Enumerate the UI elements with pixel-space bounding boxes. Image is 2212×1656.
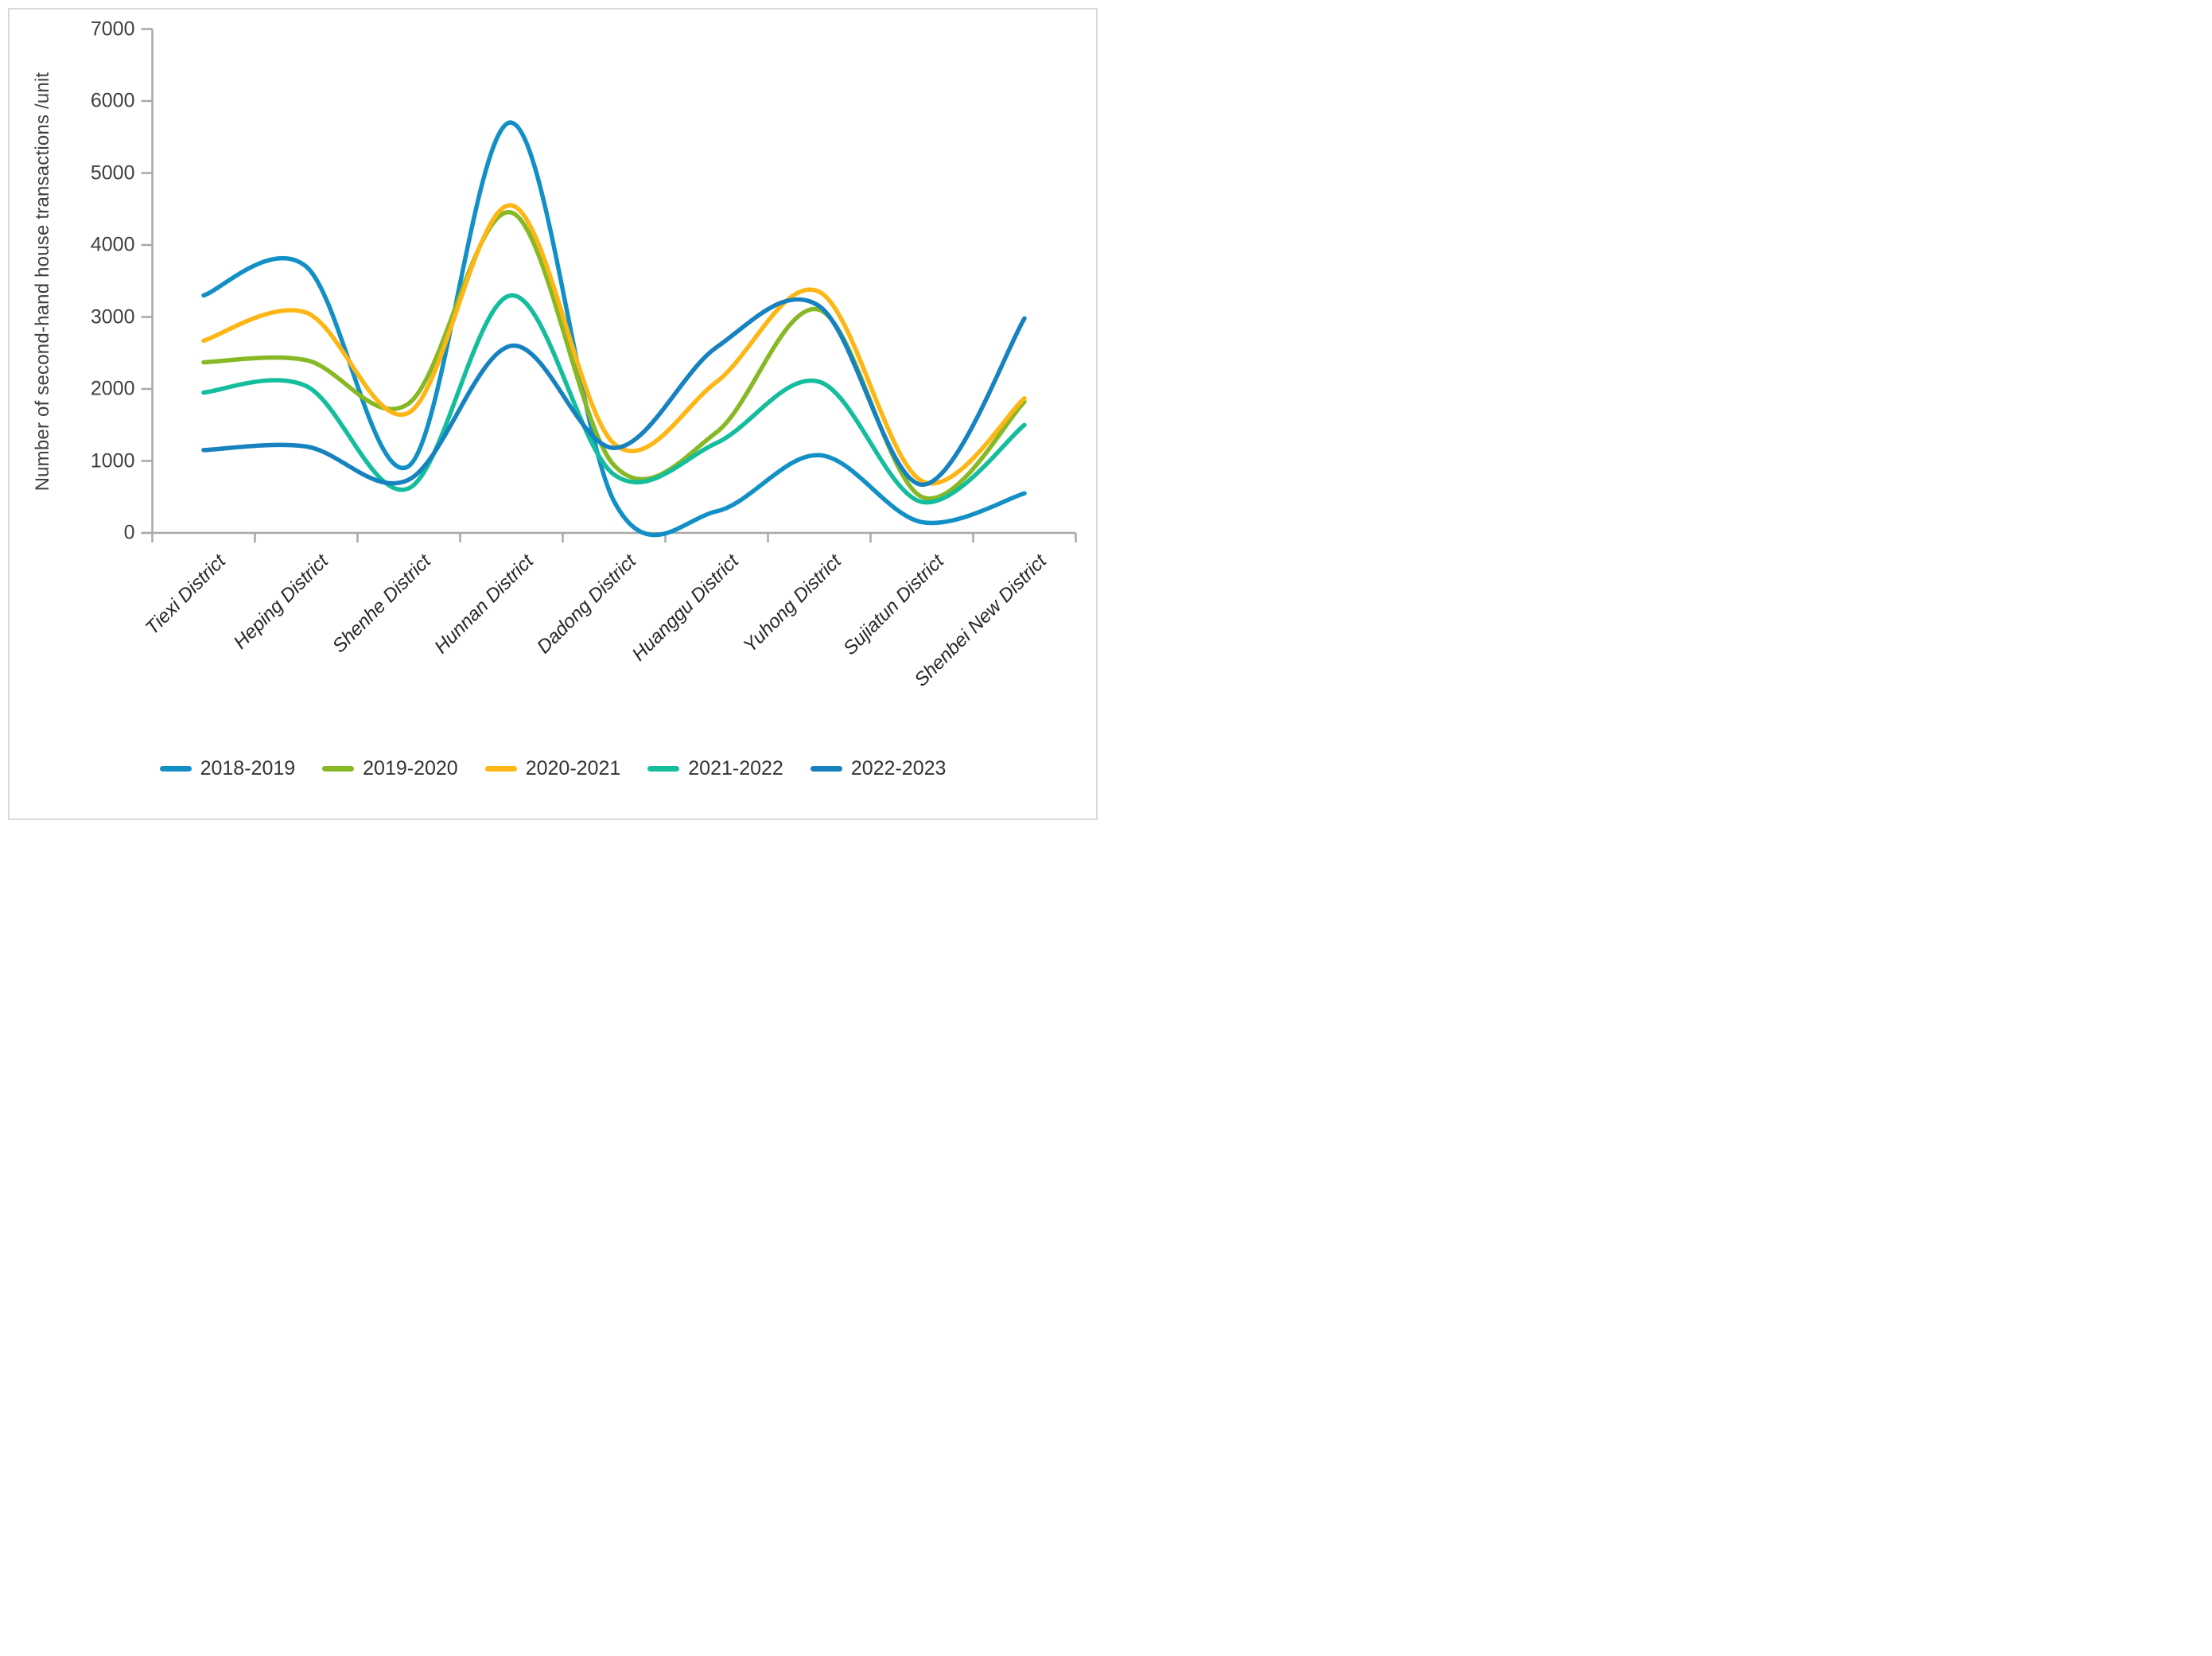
y-tick-label: 0 — [123, 521, 135, 544]
y-tick-label: 1000 — [90, 449, 135, 472]
series-line-2021-2022 — [201, 293, 1027, 505]
y-tick-label: 6000 — [90, 89, 135, 112]
legend-swatch — [647, 766, 680, 772]
legend-label: 2019-2020 — [363, 757, 458, 779]
legend-label: 2020-2021 — [525, 757, 621, 779]
legend-swatch — [484, 766, 517, 772]
series-line-2022-2023 — [201, 297, 1027, 488]
y-tick-label: 5000 — [90, 161, 135, 184]
line-chart: Number of second-hand house transactions… — [0, 0, 1106, 828]
legend-label: 2018-2019 — [200, 757, 296, 779]
legend-swatch — [810, 766, 842, 772]
legend-item-2018-2019: 2018-2019 — [159, 757, 296, 780]
legend-item-2019-2020: 2019-2020 — [322, 757, 458, 780]
plot-area — [141, 28, 1077, 542]
y-tick-label: 2000 — [90, 377, 135, 400]
legend-item-2022-2023: 2022-2023 — [810, 757, 947, 780]
legend-swatch — [159, 766, 192, 772]
series-line-2020-2021 — [201, 203, 1027, 486]
y-tick-label: 3000 — [90, 305, 135, 328]
figure-border — [8, 8, 1098, 820]
legend-label: 2021-2022 — [688, 757, 783, 779]
legend-item-2020-2021: 2020-2021 — [484, 757, 621, 780]
y-tick-label: 7000 — [90, 17, 135, 40]
legend-item-2021-2022: 2021-2022 — [647, 757, 783, 780]
chart-legend: 2018-2019 2019-2020 2020-2021 2021-2022 2022… — [48, 757, 1058, 780]
legend-swatch — [322, 766, 355, 772]
y-tick-label: 4000 — [90, 233, 135, 256]
legend-label: 2022-2023 — [850, 757, 947, 779]
